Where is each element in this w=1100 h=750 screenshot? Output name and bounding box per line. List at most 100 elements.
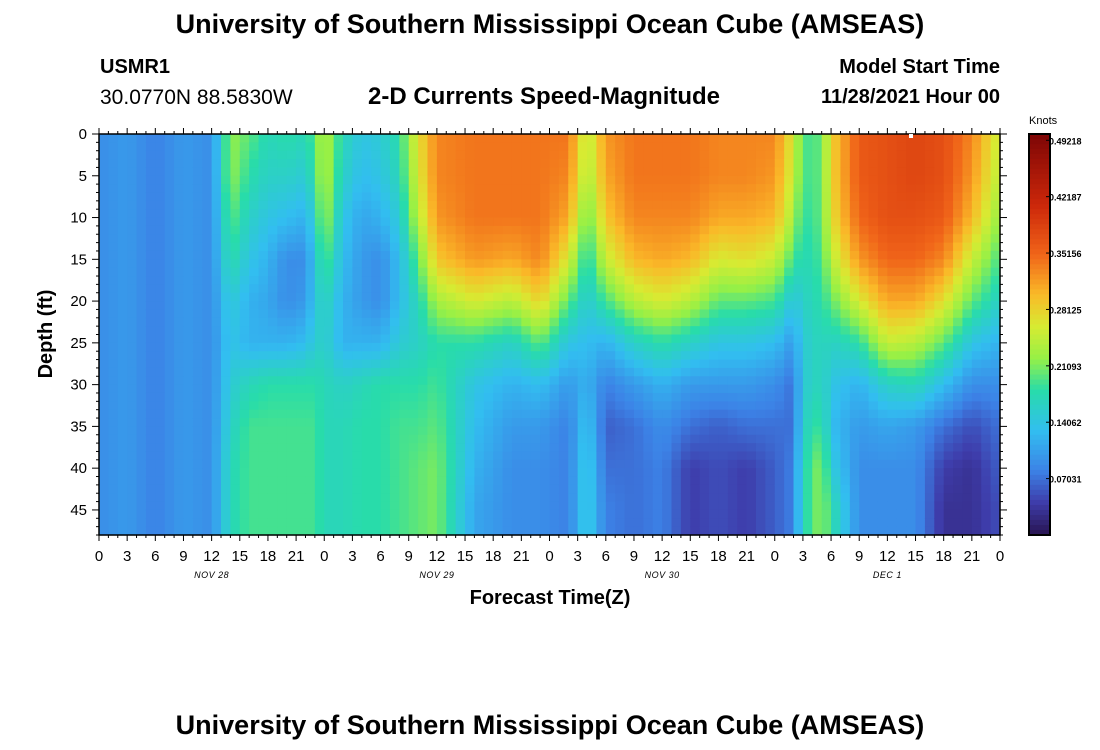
heatmap-cell	[981, 501, 992, 511]
heatmap-cell	[427, 234, 438, 244]
heatmap-cell	[239, 518, 250, 528]
heatmap-cell	[802, 376, 813, 386]
heatmap-cell	[887, 175, 898, 185]
heatmap-cell	[249, 200, 260, 210]
x-tick-label: 9	[405, 548, 413, 565]
heatmap-cell	[436, 418, 447, 427]
heatmap-cell	[455, 276, 466, 285]
heatmap-cell	[568, 134, 579, 143]
colorbar-segment	[1029, 239, 1050, 245]
heatmap-cell	[615, 159, 626, 169]
heatmap-cell	[859, 459, 870, 469]
heatmap-cell	[690, 309, 701, 319]
heatmap-cell	[155, 501, 166, 511]
heatmap-cell	[662, 184, 673, 194]
heatmap-cell	[596, 301, 607, 311]
heatmap-cell	[877, 526, 888, 536]
heatmap-cell	[812, 192, 823, 202]
heatmap-cell	[802, 518, 813, 528]
heatmap-cell	[924, 351, 935, 361]
heatmap-cell	[746, 409, 757, 419]
heatmap-cell	[174, 326, 185, 336]
heatmap-cell	[633, 384, 644, 394]
heatmap-cell	[624, 451, 635, 461]
heatmap-cell	[361, 409, 372, 419]
heatmap-cell	[821, 334, 832, 344]
heatmap-cell	[305, 184, 316, 194]
heatmap-cell	[887, 250, 898, 260]
heatmap-cell	[840, 134, 851, 143]
heatmap-cell	[286, 267, 297, 277]
heatmap-cell	[755, 175, 766, 185]
heatmap-cell	[737, 509, 748, 519]
heatmap-cell	[511, 276, 522, 285]
heatmap-cell	[296, 392, 307, 402]
heatmap-cell	[239, 301, 250, 311]
heatmap-cell	[549, 267, 560, 277]
heatmap-cell	[249, 159, 260, 169]
heatmap-cell	[136, 225, 147, 235]
heatmap-cell	[361, 351, 372, 361]
heatmap-cell	[924, 518, 935, 528]
heatmap-cell	[145, 401, 156, 411]
heatmap-cell	[192, 501, 203, 511]
heatmap-cell	[530, 509, 541, 519]
heatmap-cell	[962, 234, 973, 244]
heatmap-cell	[511, 409, 522, 419]
heatmap-cell	[145, 309, 156, 319]
heatmap-cell	[314, 167, 325, 177]
heatmap-cell	[924, 317, 935, 327]
heatmap-cell	[305, 225, 316, 235]
heatmap-cell	[314, 225, 325, 235]
heatmap-cell	[324, 242, 335, 252]
heatmap-cell	[145, 192, 156, 202]
heatmap-cell	[324, 342, 335, 352]
heatmap-cell	[427, 484, 438, 494]
heatmap-cell	[474, 401, 485, 411]
heatmap-cell	[343, 242, 354, 252]
heatmap-cell	[380, 200, 391, 210]
heatmap-cell	[943, 242, 954, 252]
heatmap-cell	[333, 384, 344, 394]
heatmap-cell	[239, 484, 250, 494]
heatmap-cell	[427, 134, 438, 143]
heatmap-cell	[192, 184, 203, 194]
heatmap-cell	[981, 418, 992, 427]
heatmap-cell	[849, 434, 860, 444]
heatmap-cell	[605, 284, 616, 294]
heatmap-cell	[296, 134, 307, 143]
heatmap-cell	[380, 434, 391, 444]
heatmap-cell	[446, 518, 457, 528]
heatmap-cell	[418, 309, 429, 319]
heatmap-cell	[887, 292, 898, 302]
heatmap-cell	[99, 376, 109, 386]
heatmap-cell	[239, 426, 250, 436]
heatmap-cell	[164, 301, 175, 311]
heatmap-cell	[784, 234, 795, 244]
colorbar-segment	[1029, 174, 1050, 180]
heatmap-cell	[333, 451, 344, 461]
heatmap-cell	[540, 217, 551, 227]
heatmap-cell	[267, 309, 278, 319]
heatmap-cell	[380, 167, 391, 177]
heatmap-cell	[943, 392, 954, 402]
heatmap-cell	[352, 167, 363, 177]
heatmap-cell	[981, 476, 992, 486]
heatmap-cell	[990, 309, 1001, 319]
heatmap-cell	[371, 209, 382, 219]
heatmap-cell	[521, 309, 532, 319]
heatmap-cell	[192, 351, 203, 361]
heatmap-cell	[483, 242, 494, 252]
heatmap-cell	[249, 301, 260, 311]
heatmap-cell	[793, 225, 804, 235]
heatmap-cell	[155, 209, 166, 219]
heatmap-cell	[540, 418, 551, 427]
heatmap-cell	[324, 476, 335, 486]
heatmap-cell	[530, 267, 541, 277]
heatmap-cell	[887, 142, 898, 152]
heatmap-cell	[849, 392, 860, 402]
heatmap-cell	[755, 259, 766, 269]
heatmap-cell	[511, 476, 522, 486]
heatmap-cell	[915, 167, 926, 177]
